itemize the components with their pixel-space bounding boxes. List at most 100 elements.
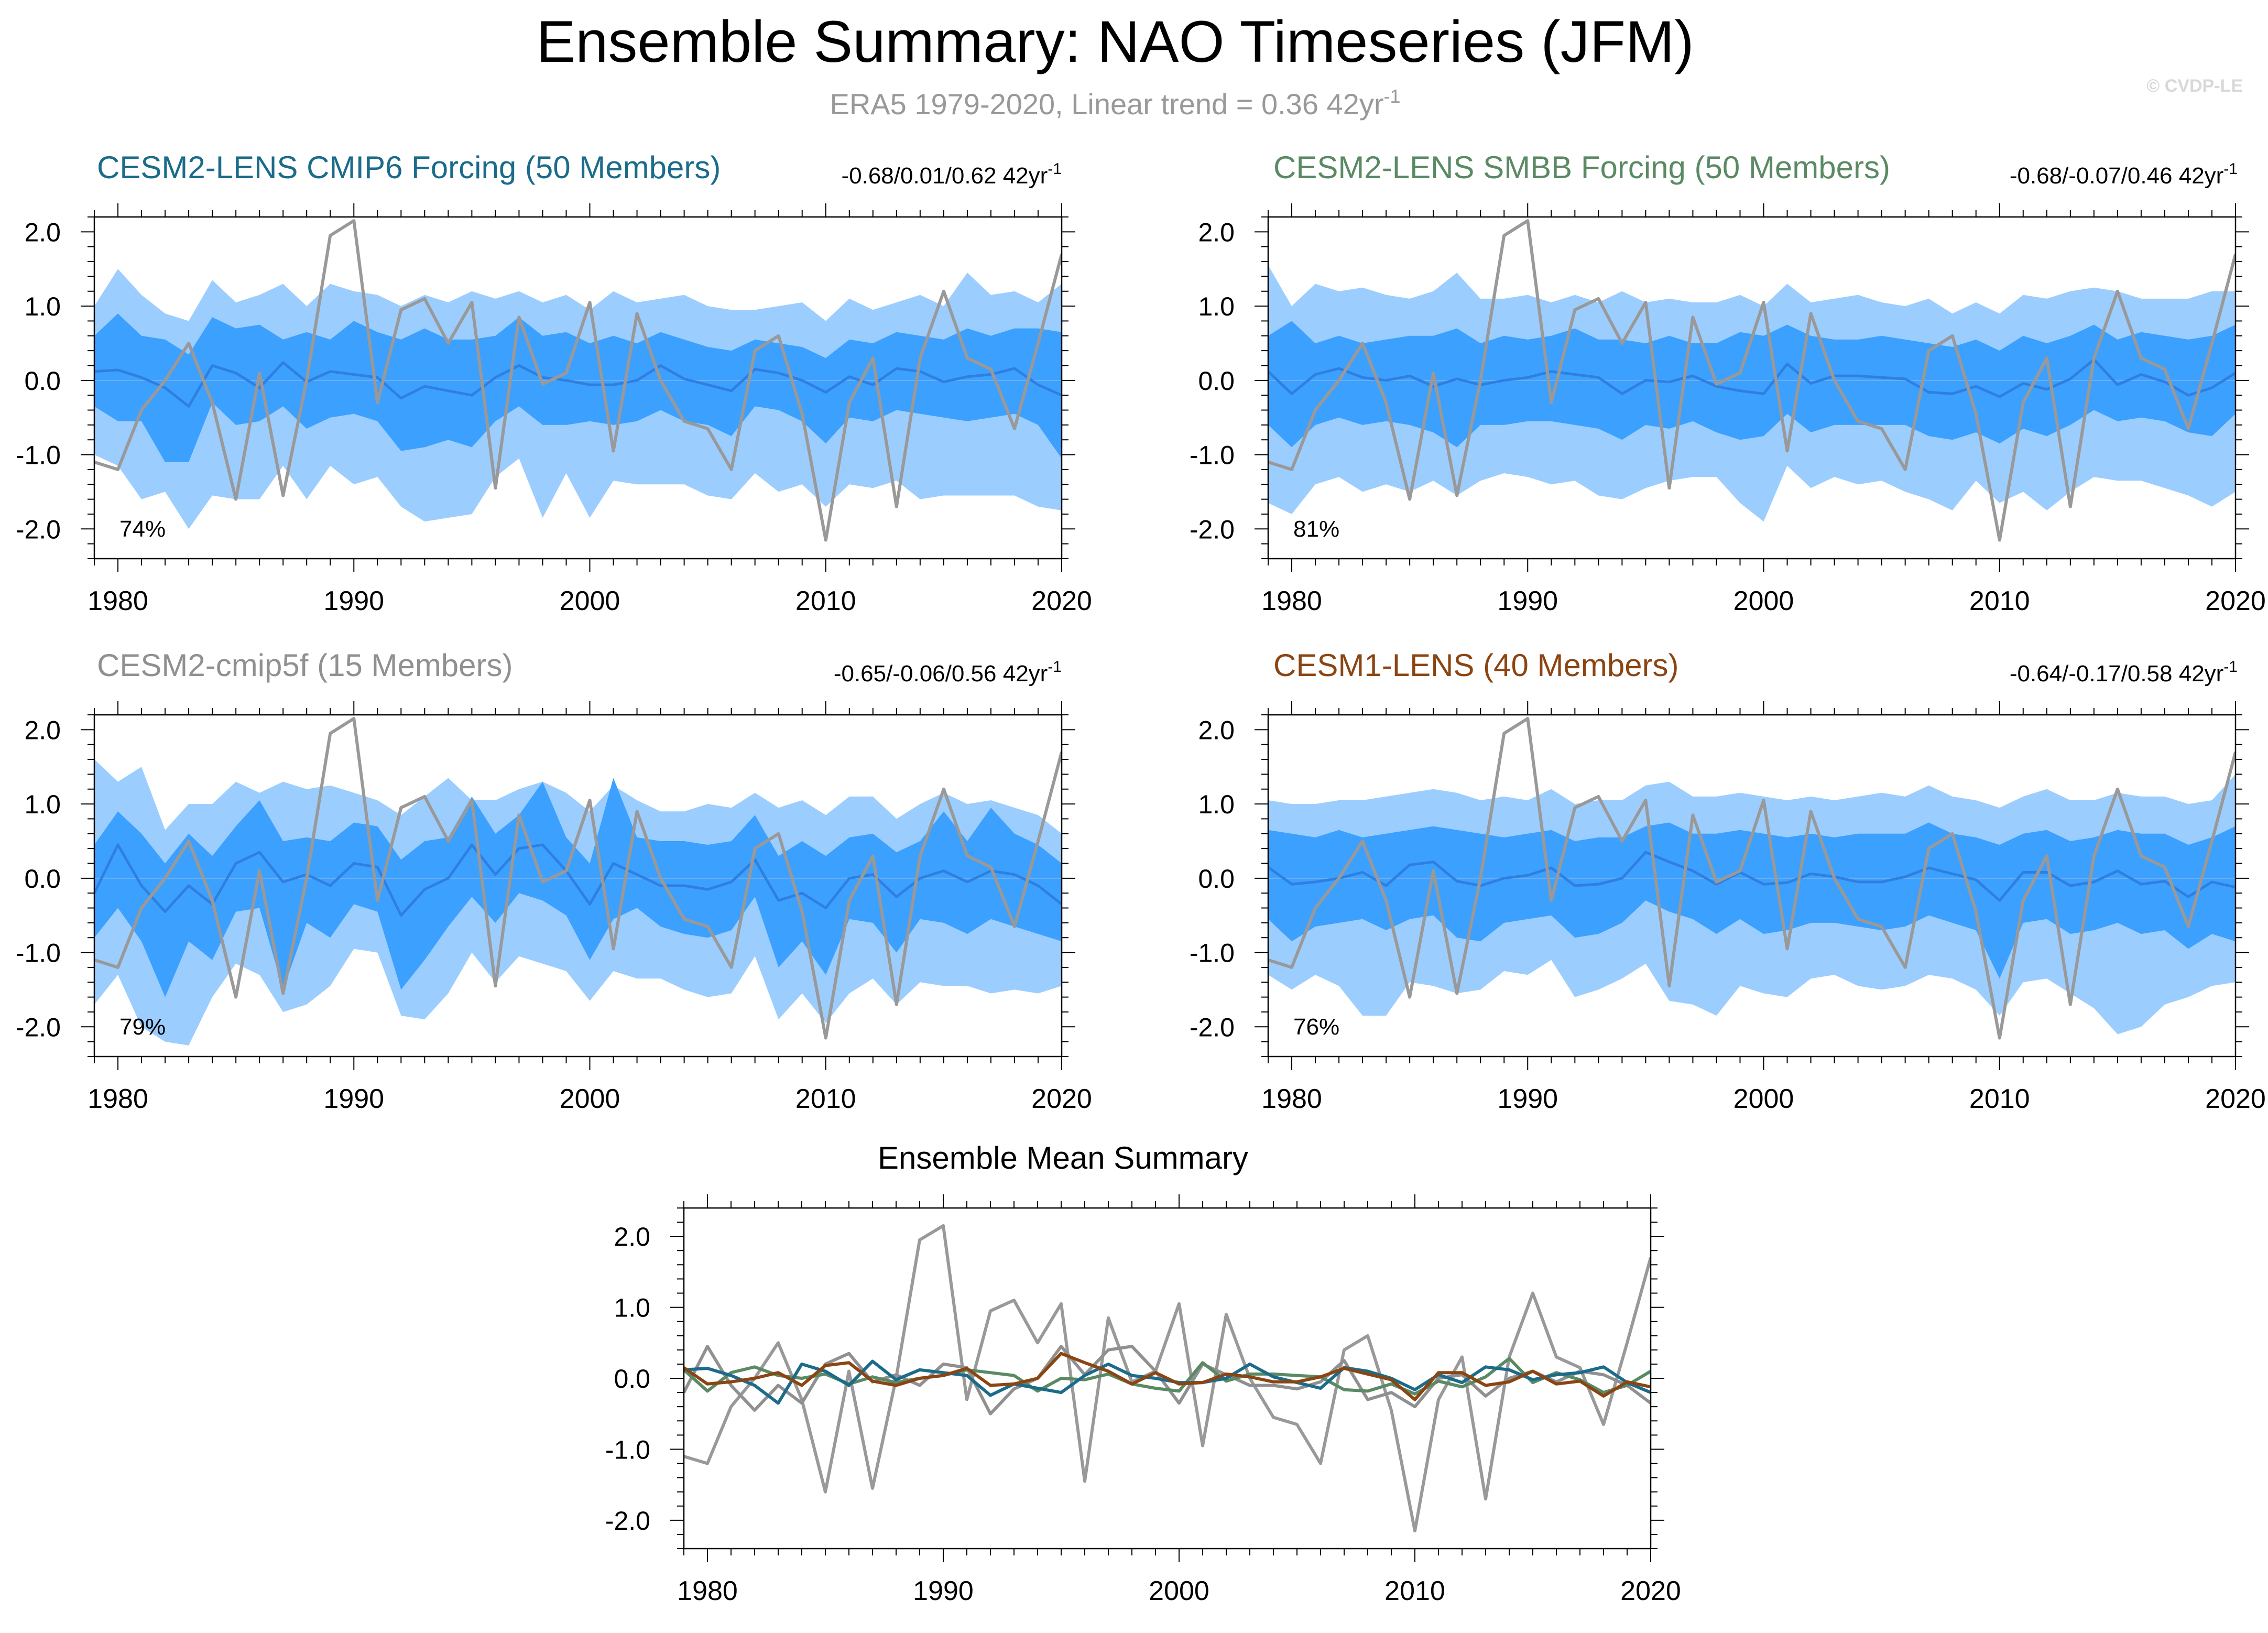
x-tick-label: 2010	[1969, 586, 2030, 616]
panels: 1980 1990 2000 2010 2020 2.0 1.0 0.0 -1.0 -2.0 CES…	[16, 150, 2266, 1606]
trend-value: -0.64/-0.17/0.58 42yr	[2010, 661, 2223, 687]
figure-subtitle: ERA5 1979-2020, Linear trend = 0.36 42yr…	[830, 85, 1401, 121]
percent-label: 79%	[119, 1014, 166, 1040]
y-tick-label: 1.0	[24, 292, 61, 321]
x-tick-label: 2020	[2205, 1084, 2266, 1114]
y-tick-label: 2.0	[1198, 715, 1235, 745]
panel-3: 1980 1990 2000 2010 2020 2.0 1.0 0.0 -1.0 -2.0 CES…	[16, 648, 1092, 1114]
y-tick-label: 1.0	[1198, 790, 1235, 819]
trend-sup: -1	[2223, 658, 2238, 676]
panel-5: 1980 1990 2000 2010 2020 2.0 1.0 0.0 -1.0 -2.0 Ens…	[605, 1140, 1681, 1606]
x-tick-label: 2020	[1031, 586, 1092, 616]
x-tick-label: 2000	[1733, 586, 1794, 616]
plot-area	[94, 717, 1062, 1046]
trend-value: -0.65/-0.06/0.56 42yr	[834, 661, 1048, 687]
ensemble-mean-line	[94, 361, 1062, 408]
plot-area	[94, 219, 1062, 542]
x-tick-label: 1990	[913, 1576, 974, 1606]
panel-title: CESM2-cmip5f (15 Members)	[97, 648, 513, 683]
plot-frame	[93, 216, 1063, 560]
observed-line	[94, 219, 1062, 542]
y-tick-label: 0.0	[24, 864, 61, 894]
y-tick-label: -1.0	[1190, 441, 1235, 470]
x-tick-label: 1990	[323, 1084, 384, 1114]
x-tick-label: 1980	[88, 586, 148, 616]
panel-4: 1980 1990 2000 2010 2020 2.0 1.0 0.0 -1.0 -2.0 CES…	[1190, 648, 2266, 1114]
trend-text: -0.68/-0.07/0.46 42yr-1	[2010, 160, 2238, 189]
y-tick-label: 0.0	[614, 1364, 650, 1394]
y-tick-label: 0.0	[1198, 366, 1235, 396]
y-tick-label: 2.0	[24, 715, 61, 745]
observed-line	[94, 717, 1062, 1040]
x-tick-label: 1980	[677, 1576, 738, 1606]
y-tick-label: -1.0	[16, 441, 61, 470]
trend-sup: -1	[2223, 160, 2238, 178]
observed-line	[1268, 219, 2236, 542]
x-tick-label: 2020	[1031, 1084, 1092, 1114]
panel-2: 1980 1990 2000 2010 2020 2.0 1.0 0.0 -1.0 -2.0 CES…	[1190, 150, 2266, 616]
y-tick-label: -2.0	[605, 1506, 650, 1536]
x-tick-label: 1990	[1497, 586, 1558, 616]
plot-area	[1268, 717, 2236, 1040]
x-tick-label: 2020	[2205, 586, 2266, 616]
panel-1: 1980 1990 2000 2010 2020 2.0 1.0 0.0 -1.0 -2.0 CES…	[16, 150, 1092, 616]
ensemble-mean-line	[1268, 851, 2236, 902]
trend-text: -0.68/0.01/0.62 42yr-1	[841, 160, 1062, 189]
series-line-1	[684, 1224, 1651, 1533]
trend-value: -0.68/-0.07/0.46 42yr	[2010, 163, 2223, 189]
y-tick-label: -1.0	[605, 1435, 650, 1464]
series-line-4	[684, 1359, 1651, 1405]
x-tick-label: 2000	[1149, 1576, 1209, 1606]
y-tick-label: -1.0	[1190, 939, 1235, 968]
x-tick-label: 2010	[795, 1084, 856, 1114]
trend-text: -0.65/-0.06/0.56 42yr-1	[834, 658, 1062, 687]
trend-sup: -1	[1048, 160, 1062, 178]
y-tick-label: -2.0	[1190, 1013, 1235, 1042]
ensemble-mean-line	[1268, 358, 2236, 398]
figure-title: Ensemble Summary: NAO Timeseries (JFM)	[536, 9, 1694, 74]
y-tick-label: 2.0	[614, 1222, 650, 1251]
x-tick-label: 1980	[1261, 1084, 1322, 1114]
x-tick-label: 2020	[1620, 1576, 1681, 1606]
subtitle-sup: -1	[1383, 85, 1400, 107]
y-tick-label: -1.0	[16, 939, 61, 968]
subtitle-text: ERA5 1979-2020, Linear trend = 0.36 42yr	[830, 88, 1384, 121]
plot-frame	[93, 714, 1063, 1058]
x-tick-label: 2010	[1384, 1576, 1445, 1606]
x-tick-label: 1990	[323, 586, 384, 616]
trend-sup: -1	[1048, 658, 1062, 676]
x-tick-label: 2010	[795, 586, 856, 616]
ensemble-mean-line	[94, 843, 1062, 917]
panel-title: Ensemble Mean Summary	[878, 1140, 1248, 1175]
x-tick-label: 2010	[1969, 1084, 2030, 1114]
x-tick-label: 1990	[1497, 1084, 1558, 1114]
y-tick-label: 2.0	[1198, 217, 1235, 247]
y-tick-label: 1.0	[24, 790, 61, 819]
y-tick-label: -2.0	[16, 515, 61, 544]
trend-value: -0.68/0.01/0.62 42yr	[841, 163, 1048, 189]
x-tick-label: 2000	[560, 1084, 620, 1114]
y-tick-label: -2.0	[16, 1013, 61, 1042]
y-tick-label: 0.0	[24, 366, 61, 396]
x-tick-label: 2000	[560, 586, 620, 616]
y-tick-label: 0.0	[1198, 864, 1235, 894]
plot-frame	[1267, 714, 2237, 1058]
inner-spread-band	[94, 313, 1062, 462]
inner-spread-band	[1268, 321, 2236, 448]
series-line-5	[684, 1352, 1651, 1401]
panel-title: CESM1-LENS (40 Members)	[1273, 648, 1679, 683]
y-tick-label: 1.0	[614, 1293, 650, 1323]
percent-label: 81%	[1293, 516, 1339, 542]
x-tick-label: 1980	[1261, 586, 1322, 616]
observed-line	[1268, 717, 2236, 1040]
inner-spread-band	[1268, 822, 2236, 979]
plot-area	[1268, 219, 2236, 542]
panel-title: CESM2-LENS SMBB Forcing (50 Members)	[1273, 150, 1890, 185]
plot-area	[684, 1224, 1651, 1533]
series-line-2	[684, 1345, 1651, 1416]
y-tick-label: 1.0	[1198, 292, 1235, 321]
panel-title: CESM2-LENS CMIP6 Forcing (50 Members)	[97, 150, 721, 185]
x-tick-label: 1980	[88, 1084, 148, 1114]
watermark: © CVDP-LE	[2146, 76, 2243, 96]
